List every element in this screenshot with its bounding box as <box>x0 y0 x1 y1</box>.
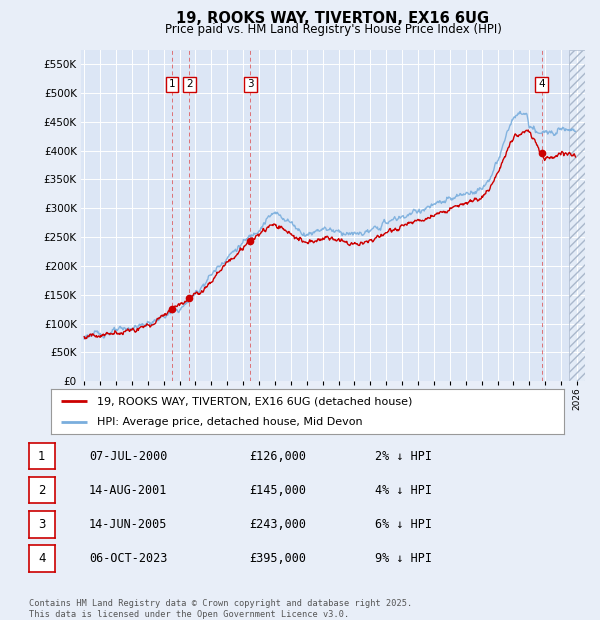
Text: Price paid vs. HM Land Registry's House Price Index (HPI): Price paid vs. HM Land Registry's House … <box>164 23 502 36</box>
Text: 3: 3 <box>247 79 254 89</box>
Text: 19, ROOKS WAY, TIVERTON, EX16 6UG (detached house): 19, ROOKS WAY, TIVERTON, EX16 6UG (detac… <box>97 396 413 407</box>
Text: 4: 4 <box>38 552 46 565</box>
Text: 4% ↓ HPI: 4% ↓ HPI <box>375 484 432 497</box>
Text: £145,000: £145,000 <box>249 484 306 497</box>
Text: £243,000: £243,000 <box>249 518 306 531</box>
Text: 2: 2 <box>38 484 46 497</box>
Text: 4: 4 <box>538 79 545 89</box>
Text: 9% ↓ HPI: 9% ↓ HPI <box>375 552 432 565</box>
Text: 14-JUN-2005: 14-JUN-2005 <box>89 518 167 531</box>
Text: 6% ↓ HPI: 6% ↓ HPI <box>375 518 432 531</box>
Text: Contains HM Land Registry data © Crown copyright and database right 2025.
This d: Contains HM Land Registry data © Crown c… <box>29 600 412 619</box>
Text: HPI: Average price, detached house, Mid Devon: HPI: Average price, detached house, Mid … <box>97 417 363 427</box>
Text: 2% ↓ HPI: 2% ↓ HPI <box>375 450 432 463</box>
Text: £126,000: £126,000 <box>249 450 306 463</box>
Text: 2: 2 <box>186 79 193 89</box>
Text: 3: 3 <box>38 518 46 531</box>
Text: 06-OCT-2023: 06-OCT-2023 <box>89 552 167 565</box>
Text: 07-JUL-2000: 07-JUL-2000 <box>89 450 167 463</box>
Text: 1: 1 <box>38 450 46 463</box>
Text: £395,000: £395,000 <box>249 552 306 565</box>
Text: 19, ROOKS WAY, TIVERTON, EX16 6UG: 19, ROOKS WAY, TIVERTON, EX16 6UG <box>176 11 490 25</box>
Text: 1: 1 <box>169 79 175 89</box>
Text: 14-AUG-2001: 14-AUG-2001 <box>89 484 167 497</box>
